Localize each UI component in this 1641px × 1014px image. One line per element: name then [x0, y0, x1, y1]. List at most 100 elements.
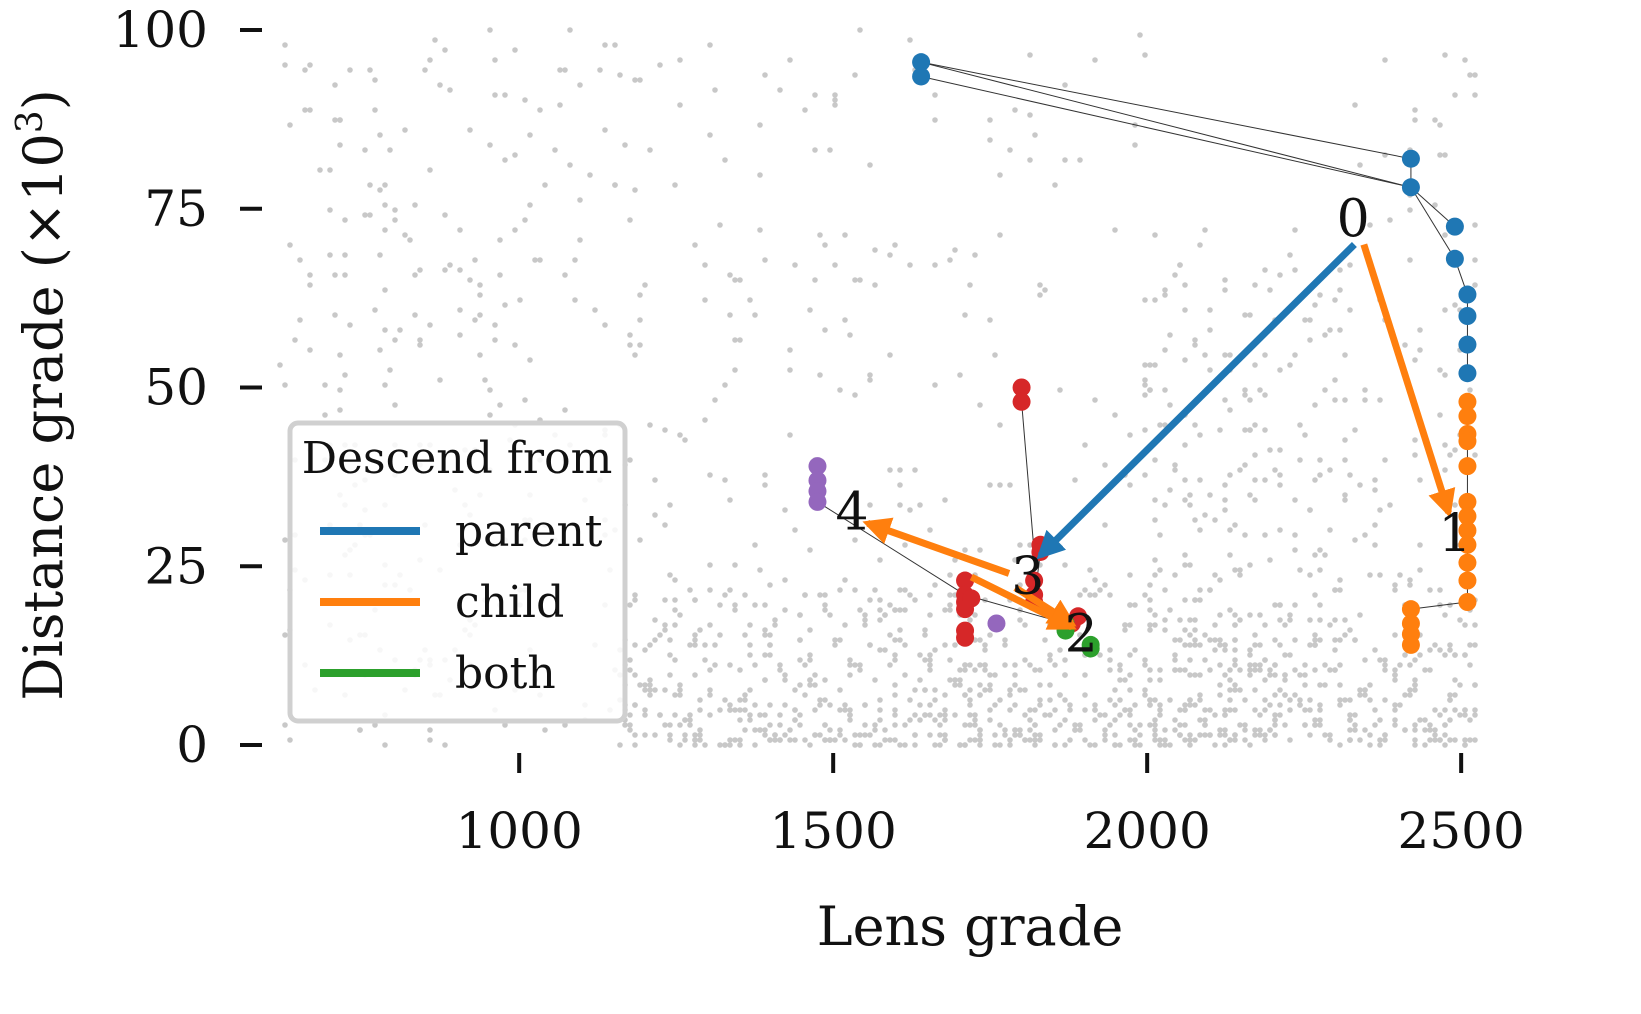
- background-point: [1412, 682, 1418, 688]
- data-point: [912, 67, 931, 86]
- background-point: [1207, 637, 1213, 643]
- background-point: [667, 672, 673, 678]
- background-point: [1412, 722, 1418, 728]
- background-point: [1422, 742, 1428, 748]
- background-point: [852, 742, 858, 748]
- background-point: [297, 257, 303, 263]
- connector-line: [1021, 401, 1035, 552]
- background-point: [1117, 712, 1123, 718]
- background-point: [1057, 722, 1063, 728]
- background-point: [327, 207, 333, 213]
- background-point: [1392, 582, 1398, 588]
- background-point: [1302, 317, 1308, 323]
- background-point: [1442, 442, 1448, 448]
- background-point: [1062, 562, 1068, 568]
- background-point: [1287, 617, 1293, 623]
- background-point: [1197, 477, 1203, 483]
- background-point: [1182, 282, 1188, 288]
- background-point: [647, 692, 653, 698]
- background-point: [1347, 307, 1353, 313]
- background-point: [1262, 707, 1268, 713]
- background-point: [1277, 482, 1283, 488]
- background-point: [1317, 457, 1323, 463]
- background-point: [1037, 732, 1043, 738]
- background-point: [802, 692, 808, 698]
- background-point: [1452, 677, 1458, 683]
- background-point: [807, 652, 813, 658]
- background-point: [542, 182, 548, 188]
- background-point: [1287, 252, 1293, 258]
- background-point: [1007, 742, 1013, 748]
- background-point: [442, 47, 448, 53]
- background-point: [642, 687, 648, 693]
- background-point: [1037, 682, 1043, 688]
- background-point: [1427, 727, 1433, 733]
- background-point: [847, 672, 853, 678]
- background-point: [627, 602, 633, 608]
- background-point: [1257, 387, 1263, 393]
- background-point: [627, 217, 633, 223]
- background-point: [1367, 732, 1373, 738]
- background-point: [1017, 687, 1023, 693]
- background-point: [637, 537, 643, 543]
- background-point: [1197, 587, 1203, 593]
- background-point: [917, 652, 923, 658]
- background-point: [1442, 372, 1448, 378]
- background-point: [1337, 287, 1343, 293]
- background-point: [1327, 622, 1333, 628]
- background-point: [1077, 632, 1083, 638]
- background-point: [1142, 362, 1148, 368]
- background-point: [867, 372, 873, 378]
- background-point: [982, 642, 988, 648]
- background-point: [1337, 697, 1343, 703]
- background-point: [1392, 672, 1398, 678]
- background-point: [1352, 722, 1358, 728]
- background-point: [1247, 562, 1253, 568]
- background-point: [1002, 732, 1008, 738]
- background-point: [757, 122, 763, 128]
- background-point: [282, 632, 288, 638]
- background-point: [1252, 422, 1258, 428]
- background-point: [1177, 617, 1183, 623]
- background-point: [447, 87, 453, 93]
- background-point: [1222, 507, 1228, 513]
- background-point: [802, 592, 808, 598]
- background-point: [602, 127, 608, 133]
- background-point: [1467, 662, 1473, 668]
- background-point: [892, 707, 898, 713]
- background-point: [1237, 572, 1243, 578]
- background-point: [442, 212, 448, 218]
- background-point: [807, 742, 813, 748]
- background-point: [1192, 637, 1198, 643]
- background-point: [1447, 737, 1453, 743]
- background-point: [1142, 687, 1148, 693]
- background-point: [1277, 272, 1283, 278]
- background-point: [847, 662, 853, 668]
- background-point: [712, 87, 718, 93]
- background-point: [782, 507, 788, 513]
- background-point: [1187, 702, 1193, 708]
- background-point: [1347, 712, 1353, 718]
- background-point: [752, 542, 758, 548]
- background-point: [942, 717, 948, 723]
- background-point: [1222, 707, 1228, 713]
- background-point: [1292, 497, 1298, 503]
- background-point: [972, 737, 978, 743]
- background-point: [457, 332, 463, 338]
- background-point: [867, 597, 873, 603]
- background-point: [437, 82, 443, 88]
- background-point: [587, 172, 593, 178]
- background-point: [1472, 737, 1478, 743]
- background-point: [802, 107, 808, 113]
- background-point: [712, 662, 718, 668]
- background-point: [1232, 567, 1238, 573]
- background-point: [402, 127, 408, 133]
- background-point: [1097, 712, 1103, 718]
- background-point: [1412, 737, 1418, 743]
- background-point: [987, 117, 993, 123]
- background-point: [742, 692, 748, 698]
- background-point: [1017, 732, 1023, 738]
- background-point: [667, 652, 673, 658]
- background-point: [1132, 737, 1138, 743]
- background-point: [1032, 742, 1038, 748]
